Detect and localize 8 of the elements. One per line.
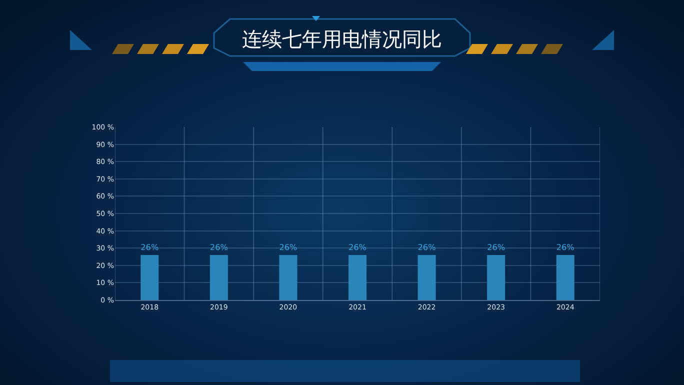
data-label: 26% <box>140 242 159 252</box>
data-label: 26% <box>487 242 506 252</box>
data-label: 26% <box>556 242 575 252</box>
chart-title: 连续七年用电情况同比 <box>241 26 443 53</box>
data-label: 26% <box>210 242 228 252</box>
data-label: 26% <box>418 242 436 252</box>
data-label: 26% <box>348 242 367 252</box>
data-label: 26% <box>279 242 298 252</box>
